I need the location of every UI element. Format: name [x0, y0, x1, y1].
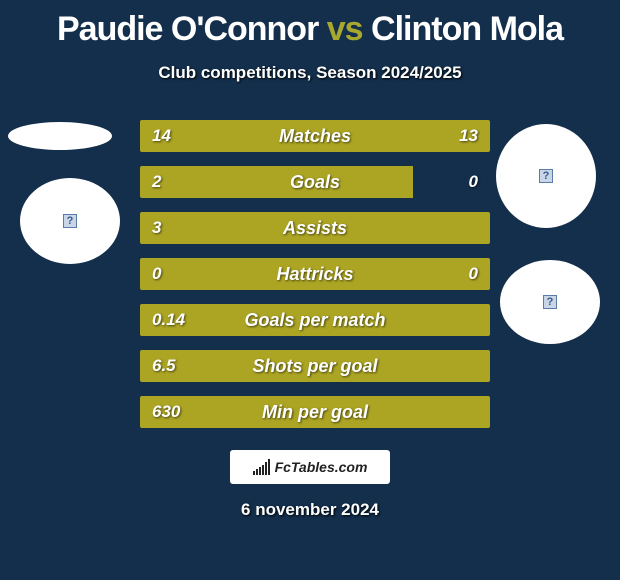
bar-label: Matches	[140, 120, 490, 152]
bar-value-left: 3	[152, 212, 161, 244]
bar-value-left: 6.5	[152, 350, 176, 382]
bar-row: Assists3	[140, 212, 490, 244]
brand-logo: FcTables.com	[230, 450, 390, 484]
player1-name: Paudie O'Connor	[57, 10, 318, 48]
comparison-bars: Matches1413Goals20Assists3Hattricks00Goa…	[140, 120, 490, 442]
bar-row: Hattricks0 0	[140, 258, 490, 290]
bar-value-right: 13	[459, 120, 478, 152]
vs-label: vs	[327, 10, 363, 48]
bar-value-left: 14	[152, 120, 171, 152]
bar-label: Shots per goal	[140, 350, 490, 382]
player2-name: Clinton Mola	[371, 10, 563, 48]
bar-row: Goals per match0.14	[140, 304, 490, 336]
missing-image-icon: ?	[543, 295, 557, 309]
date-label: 6 november 2024	[0, 500, 620, 520]
bar-value-left: 0	[152, 258, 161, 290]
bar-label: Goals per match	[140, 304, 490, 336]
bar-value-right: 0	[469, 166, 478, 198]
player2-photo-placeholder: ?	[496, 124, 596, 228]
bar-row: Goals2 0	[140, 166, 490, 198]
missing-image-icon: ?	[63, 214, 77, 228]
brand-bars-icon	[253, 459, 271, 475]
bar-label: Goals	[140, 166, 490, 198]
bar-row: Matches14 13	[140, 120, 490, 152]
subtitle: Club competitions, Season 2024/2025	[0, 63, 620, 83]
bar-row: Min per goal630	[140, 396, 490, 428]
player2-club-placeholder: ?	[500, 260, 600, 344]
bar-label: Assists	[140, 212, 490, 244]
bar-value-right: 0	[469, 258, 478, 290]
player1-photo-placeholder	[8, 122, 112, 150]
missing-image-icon: ?	[539, 169, 553, 183]
bar-value-left: 0.14	[152, 304, 185, 336]
bar-value-left: 630	[152, 396, 180, 428]
bar-value-left: 2	[152, 166, 161, 198]
bar-label: Hattricks	[140, 258, 490, 290]
player1-club-placeholder: ?	[20, 178, 120, 264]
bar-row: Shots per goal6.5	[140, 350, 490, 382]
page-title: Paudie O'Connor vs Clinton Mola	[0, 0, 620, 49]
bar-label: Min per goal	[140, 396, 490, 428]
brand-text: FcTables.com	[275, 459, 368, 475]
